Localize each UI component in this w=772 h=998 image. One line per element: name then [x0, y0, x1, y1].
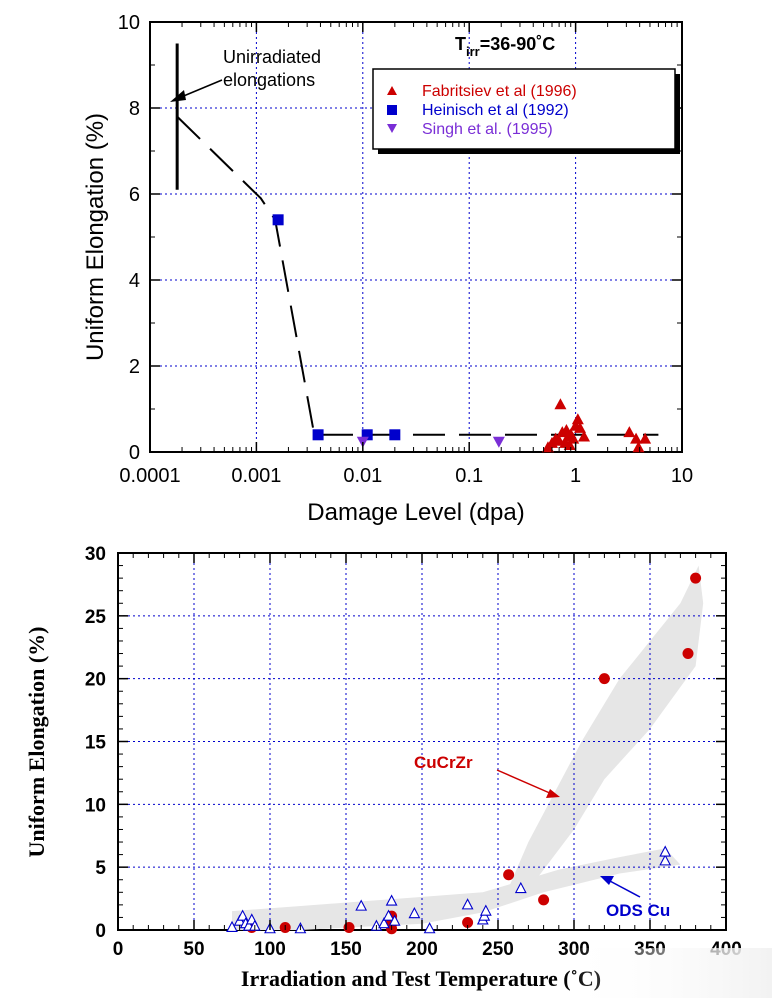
bottom-y-tick-label: 5: [95, 858, 106, 879]
top-x-tick-label: 1: [570, 465, 581, 487]
top-y-tick-label: 10: [118, 12, 140, 34]
bottom-y-axis-label: Uniform Elongation (%): [24, 627, 49, 858]
top-point-series-0: [639, 432, 652, 444]
label-ods-cu: ODS Cu: [606, 901, 670, 920]
temperature-chart: 050100150200250300350400051015202530 CuC…: [24, 544, 742, 991]
bottom-point-series-1: [226, 920, 238, 933]
top-point-series-0: [623, 426, 636, 438]
bottom-point-series-1: [423, 922, 436, 934]
label-cucrzr: CuCrZr: [414, 753, 473, 772]
bottom-y-tick-label: 0: [95, 921, 106, 942]
bottom-data-marks: [226, 572, 702, 935]
top-point-series-0: [630, 432, 643, 444]
bottom-point-series-1: [659, 845, 672, 857]
bottom-grid: [118, 553, 726, 930]
top-point-series-0: [571, 413, 584, 425]
condition-label: Tirr=36-90˚C: [455, 34, 555, 59]
top-x-tick-label: 0.001: [231, 465, 281, 487]
bottom-y-tick-label: 15: [85, 733, 107, 754]
condition-subscript: irr: [466, 44, 480, 59]
bottom-x-tick-label: 50: [183, 939, 204, 960]
top-point-series-0: [563, 439, 576, 451]
top-x-tick-label: 10: [671, 465, 693, 487]
band-0: [505, 565, 704, 895]
top-x-axis-label: Damage Level (dpa): [307, 499, 524, 526]
condition-rest: =36-90˚C: [480, 34, 556, 54]
legend-label-singh: Singh et al. (1995): [422, 121, 553, 138]
bottom-y-tick-label: 10: [85, 795, 106, 816]
top-point-series-1: [312, 429, 324, 441]
legend-marker-fabritsiev: [387, 86, 397, 95]
top-point-series-1: [361, 429, 373, 441]
bottom-point-series-0: [503, 869, 515, 881]
band-1: [232, 848, 681, 930]
bottom-x-axis-label: Irradiation and Test Temperature (˚C): [241, 966, 601, 991]
bottom-point-series-0: [538, 894, 550, 906]
top-ticks: 0.0001 0.001 0.01 0.1 1 10 0 2 4 6 8 10: [118, 12, 693, 487]
top-point-series-0: [578, 430, 591, 442]
bottom-x-tick-label: 100: [254, 939, 286, 960]
bottom-point-series-0: [462, 916, 474, 928]
damage-level-chart: 0.0001 0.001 0.01 0.1 1 10 0 2 4 6 8 10 Unirradiate…: [82, 12, 693, 526]
arrow-cucrzr: [496, 769, 560, 798]
bottom-point-series-1: [382, 909, 395, 921]
bottom-point-series-1: [408, 906, 421, 919]
annotation-line-1: Unirradiated: [223, 47, 321, 67]
top-y-tick-label: 2: [129, 356, 140, 378]
top-point-series-0: [554, 398, 567, 410]
bottom-point-series-1: [355, 899, 368, 911]
top-y-tick-label: 6: [129, 184, 140, 206]
legend-marker-heinisch: [387, 105, 397, 115]
top-x-tick-label: 0.01: [343, 465, 382, 487]
top-point-series-0: [574, 421, 587, 433]
top-point-series-1: [389, 429, 401, 441]
bottom-point-series-1: [659, 854, 672, 866]
bottom-point-series-1: [514, 881, 527, 894]
bottom-y-tick-label: 25: [85, 607, 107, 628]
bottom-point-series-1: [479, 904, 492, 916]
top-x-tick-label: 0.1: [455, 465, 483, 487]
top-y-tick-label: 8: [129, 98, 140, 120]
bottom-y-tick-label: 20: [85, 670, 106, 691]
bottom-point-series-1: [385, 894, 398, 906]
bottom-point-series-1: [388, 914, 401, 926]
top-x-tick-label: 0.0001: [119, 465, 180, 487]
arrow-ods-cu: [600, 876, 641, 898]
bottom-y-tick-label: 30: [85, 544, 106, 565]
bottom-point-series-0: [598, 673, 610, 685]
bottom-x-tick-label: 0: [113, 939, 124, 960]
annotation-line-2: elongations: [223, 70, 315, 90]
legend-marker-singh: [387, 124, 397, 133]
bottom-point-series-1: [236, 909, 249, 921]
bottom-point-series-0: [343, 921, 355, 933]
top-legend: Fabritsiev et al (1996) Heinisch et al (…: [372, 68, 680, 154]
legend-label-fabritsiev: Fabritsiev et al (1996): [422, 83, 577, 100]
top-point-series-0: [632, 441, 645, 453]
legend-label-heinisch: Heinisch et al (1992): [422, 102, 569, 119]
top-y-tick-label: 4: [129, 270, 140, 292]
top-point-series-2: [492, 436, 505, 448]
top-data-marks: [272, 214, 652, 453]
top-point-series-0: [567, 432, 580, 444]
bottom-x-tick-label: 250: [482, 939, 514, 960]
bottom-bands: [232, 565, 704, 930]
top-y-tick-label: 0: [129, 442, 140, 464]
bottom-point-series-0: [682, 648, 694, 660]
bottom-fade: [560, 948, 772, 998]
top-y-axis-label: Uniform Elongation (%): [82, 113, 109, 361]
top-point-series-1: [272, 214, 284, 226]
bottom-point-series-0: [690, 572, 702, 584]
annotation-arrow: [170, 79, 223, 102]
bottom-point-series-1: [378, 917, 390, 929]
bottom-x-tick-label: 150: [330, 939, 362, 960]
bottom-x-tick-label: 200: [406, 939, 438, 960]
bottom-point-series-1: [461, 898, 474, 910]
